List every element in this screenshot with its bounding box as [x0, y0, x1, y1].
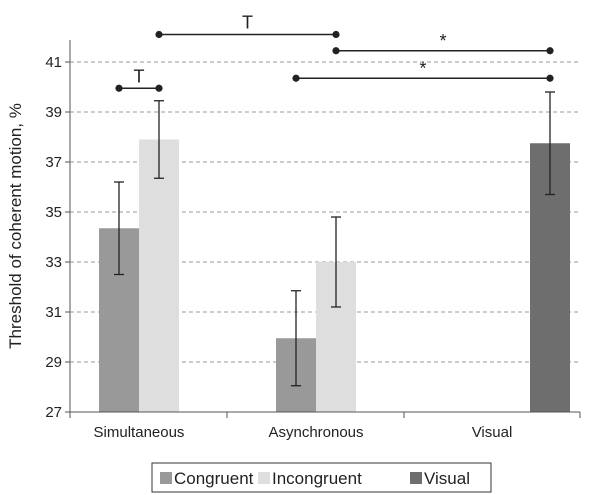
legend-label: Visual — [424, 469, 470, 488]
legend-swatch — [258, 472, 270, 484]
legend-label: Incongruent — [272, 469, 362, 488]
significance-label: T — [242, 13, 253, 33]
x-tick-label: Simultaneous — [94, 424, 185, 441]
legend-swatch — [160, 472, 172, 484]
legend: Congruent Incongruent Visual — [151, 462, 492, 493]
significance-brackets: T T * * — [115, 13, 554, 92]
bar-incongruent-simultaneous — [139, 139, 179, 412]
error-bar — [114, 181, 124, 276]
y-tick-label: 27 — [45, 404, 62, 421]
error-bar — [154, 100, 164, 179]
legend-item-visual: Visual — [410, 469, 470, 488]
y-tick-label: 41 — [45, 54, 62, 71]
error-bar — [331, 216, 341, 308]
significance-label: * — [439, 31, 446, 51]
y-tick-label: 35 — [45, 204, 62, 221]
significance-bracket: T — [115, 66, 163, 92]
error-bars — [114, 91, 555, 387]
significance-label: * — [419, 58, 426, 78]
y-tick-label: 31 — [45, 304, 62, 321]
y-tick-label: 33 — [45, 254, 62, 271]
significance-bracket: * — [292, 58, 554, 82]
legend-label: Congruent — [174, 469, 254, 488]
significance-label: T — [134, 66, 145, 86]
axes: 27 29 31 33 35 37 39 41 Simultaneous Asynchronous… — [45, 40, 581, 441]
error-bar — [291, 290, 301, 387]
y-tick-label: 39 — [45, 104, 62, 121]
legend-box — [151, 462, 492, 493]
significance-bracket: T — [155, 13, 340, 39]
y-tick-label: 37 — [45, 154, 62, 171]
x-tick-label: Visual — [472, 424, 513, 441]
x-tick-label: Asynchronous — [268, 424, 363, 441]
bars — [99, 139, 570, 412]
legend-item-incongruent: Incongruent — [258, 469, 362, 488]
y-tick-label: 29 — [45, 354, 62, 371]
error-bar — [545, 91, 555, 196]
legend-item-congruent: Congruent — [160, 469, 254, 488]
legend-swatch — [410, 472, 422, 484]
significance-bracket: * — [332, 31, 554, 55]
y-axis-title: Threshold of coherent motion, % — [6, 103, 25, 349]
